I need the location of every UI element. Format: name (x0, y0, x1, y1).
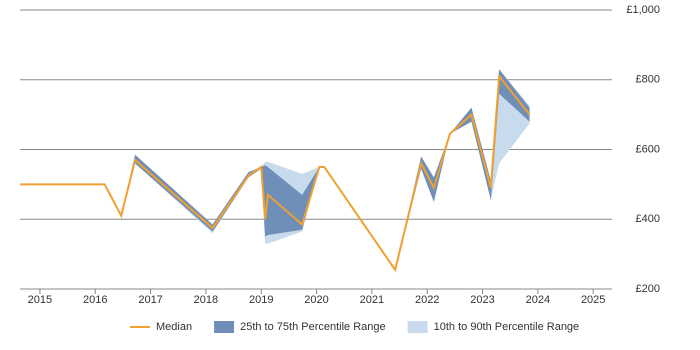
x-tick-label: 2020 (304, 294, 328, 306)
legend-label: 10th to 90th Percentile Range (434, 321, 580, 333)
y-tick-label: £600 (636, 143, 660, 155)
legend-label: 25th to 75th Percentile Range (240, 321, 386, 333)
x-tick-label: 2022 (415, 294, 439, 306)
y-tick-label: £400 (636, 213, 660, 225)
y-tick-label: £1,000 (626, 4, 660, 16)
x-tick-label: 2019 (249, 294, 273, 306)
x-tick-label: 2023 (470, 294, 494, 306)
median-line (20, 73, 531, 273)
y-tick-label: £200 (636, 283, 660, 295)
x-tick-label: 2018 (194, 294, 218, 306)
legend-swatch (214, 321, 235, 333)
percentile-band (20, 69, 530, 270)
x-tick-label: 2015 (28, 294, 52, 306)
legend-swatch (407, 321, 428, 333)
x-tick-label: 2024 (526, 294, 550, 306)
legend-label: Median (156, 321, 192, 333)
y-tick-label: £800 (636, 74, 660, 86)
x-tick-label: 2017 (138, 294, 162, 306)
x-tick-label: 2025 (581, 294, 605, 306)
percentile-band (20, 69, 530, 270)
x-tick-label: 2016 (83, 294, 107, 306)
x-tick-label: 2021 (360, 294, 384, 306)
